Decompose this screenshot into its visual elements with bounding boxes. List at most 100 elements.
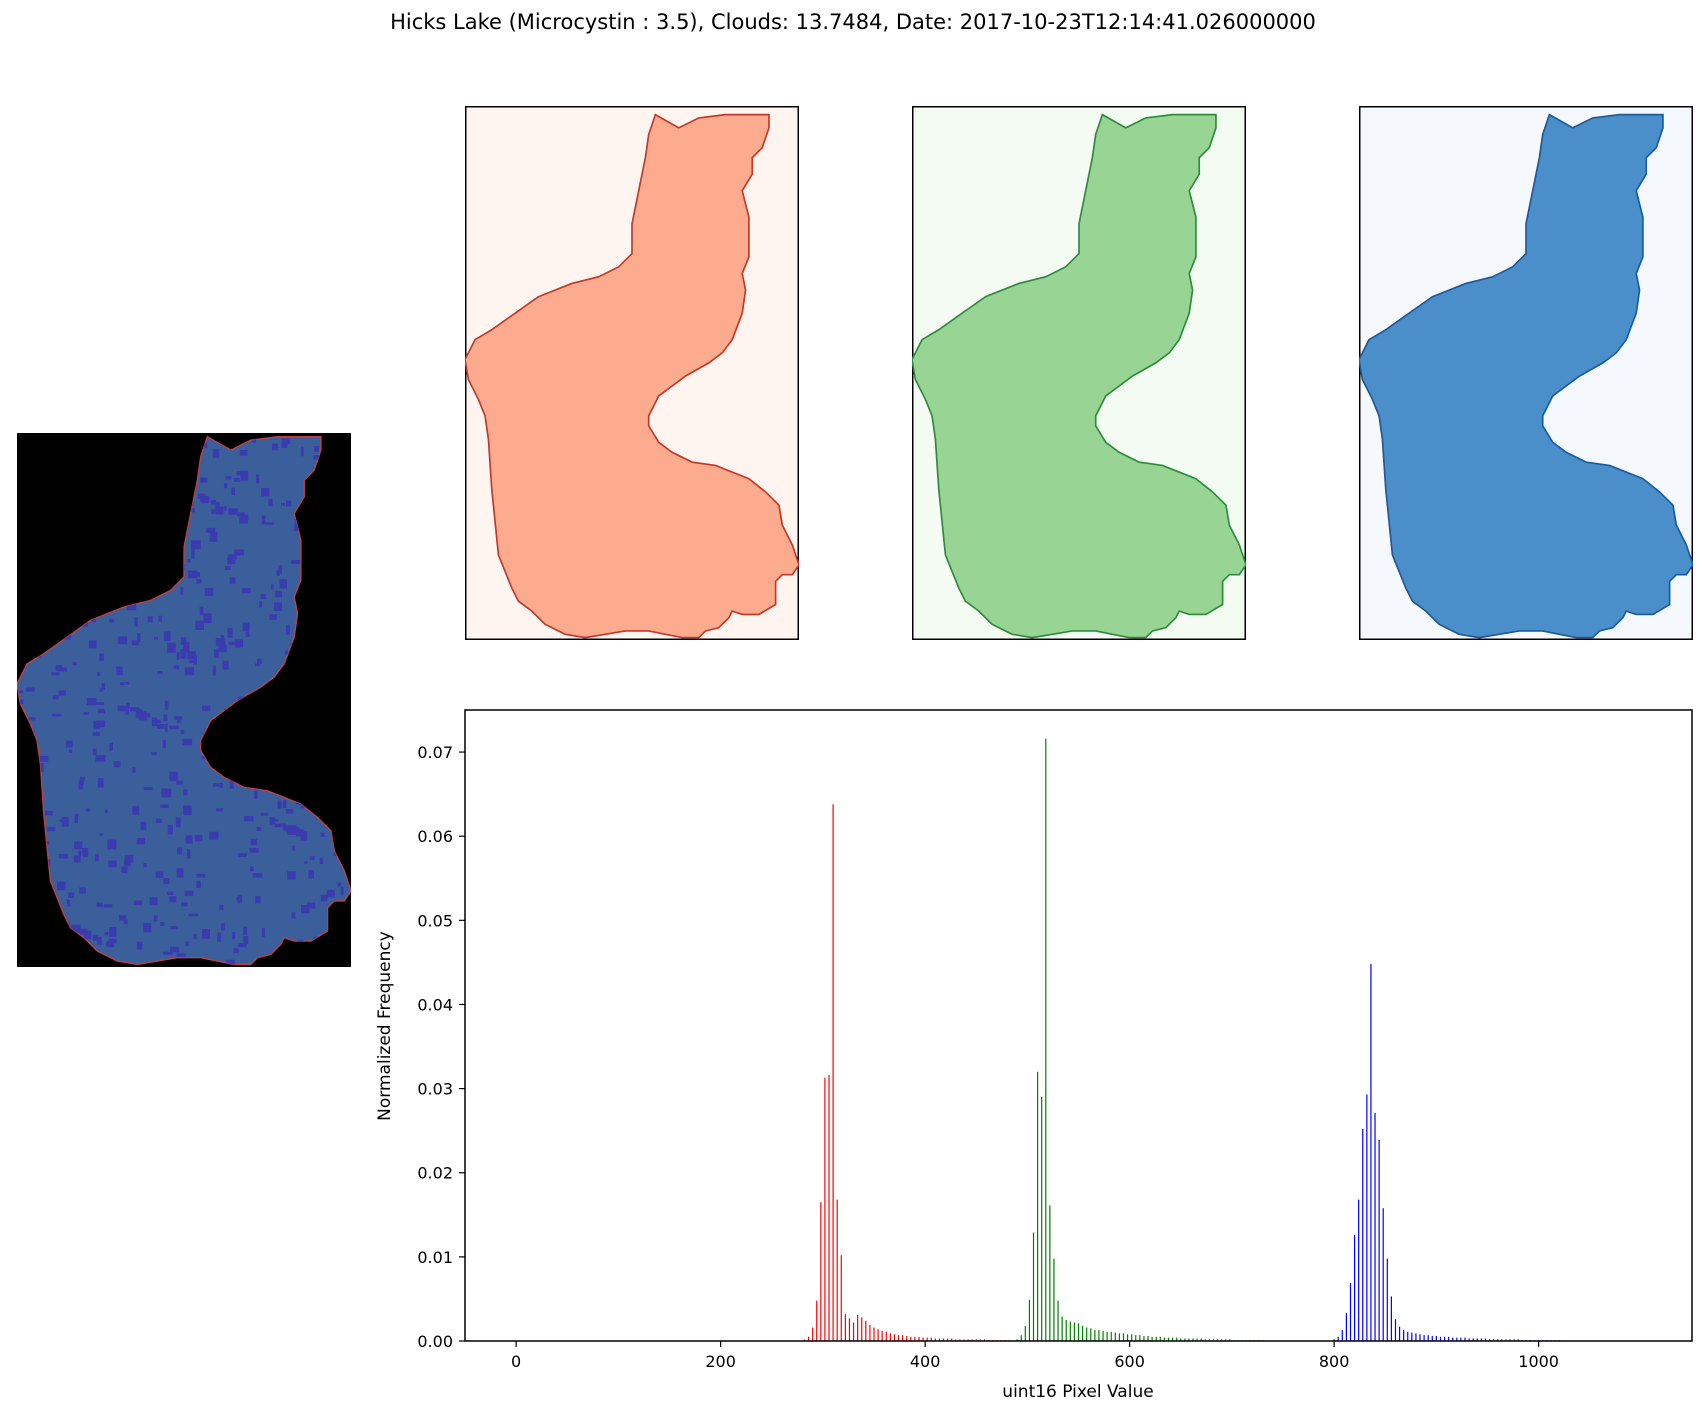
rgb-speckle [206, 527, 216, 533]
rgb-speckle [249, 847, 259, 853]
rgb-speckle [269, 816, 276, 825]
rgb-speckle [312, 455, 321, 460]
rgb-speckle [160, 804, 169, 808]
y-axis-label: Normalized Frequency [375, 931, 395, 1121]
rgb-speckle [68, 892, 75, 899]
x-tick-label: 0 [511, 1352, 521, 1371]
rgb-speckle [153, 915, 158, 922]
rgb-speckle [182, 738, 193, 746]
rgb-speckle [92, 732, 100, 736]
figure-title: Hicks Lake (Microcystin : 3.5), Clouds: … [390, 10, 1316, 34]
rgb-speckle [176, 953, 187, 957]
rgb-speckle [83, 711, 89, 715]
rgb-speckle [234, 639, 244, 648]
rgb-speckle [132, 766, 136, 773]
rgb-speckle [158, 615, 162, 622]
rgb-speckle [196, 873, 206, 878]
y-axis-ticks: 0.00 0.01 0.02 0.03 0.04 0.05 0.06 0.07 [417, 743, 465, 1351]
rgb-speckle [134, 617, 138, 627]
rgb-speckle [97, 936, 102, 945]
rgb-speckle [119, 915, 127, 921]
rgb-speckle [175, 817, 181, 828]
rgb-speckle [304, 861, 308, 864]
rgb-speckle [204, 587, 214, 597]
blue-band-panel [1359, 106, 1693, 640]
rgb-speckle [202, 442, 208, 449]
rgb-speckle [274, 602, 282, 612]
rgb-speckle [255, 896, 261, 904]
rgb-speckle [81, 848, 89, 856]
rgb-speckle [57, 667, 68, 672]
rgb-speckle [125, 682, 130, 685]
rgb-speckle [170, 926, 179, 930]
rgb-speckle [176, 868, 184, 878]
rgb-speckle [184, 667, 194, 676]
rgb-speckle [162, 951, 173, 955]
rgb-speckle [225, 476, 232, 480]
rgb-speckle [93, 720, 100, 730]
rgb-speckle [193, 655, 197, 665]
rgb-speckle [66, 899, 71, 907]
rgb-speckle [47, 826, 56, 832]
rgb-speckle [215, 808, 223, 812]
rgb-speckle [219, 782, 224, 789]
rgb-speckle [99, 833, 103, 836]
rgb-speckle [125, 705, 129, 715]
rgb-speckle [161, 788, 172, 798]
rgb-speckle [143, 713, 151, 718]
rgb-speckle [252, 437, 256, 443]
rgb-speckle [176, 780, 183, 785]
rgb-speckle [101, 683, 106, 690]
rgb-speckle [96, 902, 103, 907]
rgb-speckle [326, 889, 335, 898]
rgb-speckle [274, 590, 282, 598]
rgb-speckle [183, 805, 192, 815]
rgb-speckle [242, 588, 251, 594]
rgb-speckle [231, 487, 236, 496]
rgb-speckle [72, 661, 77, 666]
rgb-speckle [143, 863, 147, 868]
rgb-speckle [282, 800, 287, 809]
rgb-speckle [236, 897, 241, 901]
rgb-speckle [212, 665, 216, 676]
rgb-speckle [231, 931, 236, 940]
rgb-speckle [188, 913, 199, 917]
rgb-speckle [200, 477, 208, 483]
rgb-speckle [91, 617, 96, 623]
rgb-speckle [281, 438, 291, 445]
rgb-speckle [243, 926, 248, 935]
rgb-speckle [314, 445, 319, 452]
rgb-speckle [17, 690, 24, 694]
rgb-speckle [164, 723, 168, 733]
rgb-speckle [163, 878, 170, 884]
rgb-speckle [97, 720, 106, 728]
x-axis-ticks: 0 200 400 600 800 1000 [511, 1341, 1559, 1371]
x-tick-label: 200 [705, 1352, 736, 1371]
rgb-speckle [220, 635, 225, 640]
rgb-speckle [287, 871, 296, 880]
rgb-speckle [228, 508, 238, 515]
rgb-speckle [95, 755, 106, 762]
rgb-speckle [281, 443, 288, 448]
rgb-speckle [106, 941, 109, 947]
rgb-speckle [279, 579, 288, 589]
rgb-speckle [186, 837, 191, 843]
rgb-speckle [123, 919, 128, 925]
rgb-speckle [95, 854, 99, 862]
rgb-speckle [109, 742, 113, 751]
x-axis-label: uint16 Pixel Value [1002, 1382, 1153, 1402]
x-tick-label: 400 [910, 1352, 941, 1371]
rgb-speckle [151, 717, 158, 727]
rgb-speckle [285, 650, 289, 655]
rgb-speckle [167, 824, 173, 835]
rgb-speckle [272, 443, 278, 451]
rgb-speckle [218, 644, 227, 653]
rgb-speckle [73, 855, 81, 863]
rgb-speckle [209, 831, 219, 840]
y-tick-label: 0.02 [417, 1164, 453, 1183]
rgb-speckle [245, 631, 250, 637]
rgb-speckle [183, 789, 188, 796]
rgb-speckle [56, 881, 66, 891]
rgb-speckle [78, 850, 82, 857]
rgb-speckle [131, 640, 139, 646]
